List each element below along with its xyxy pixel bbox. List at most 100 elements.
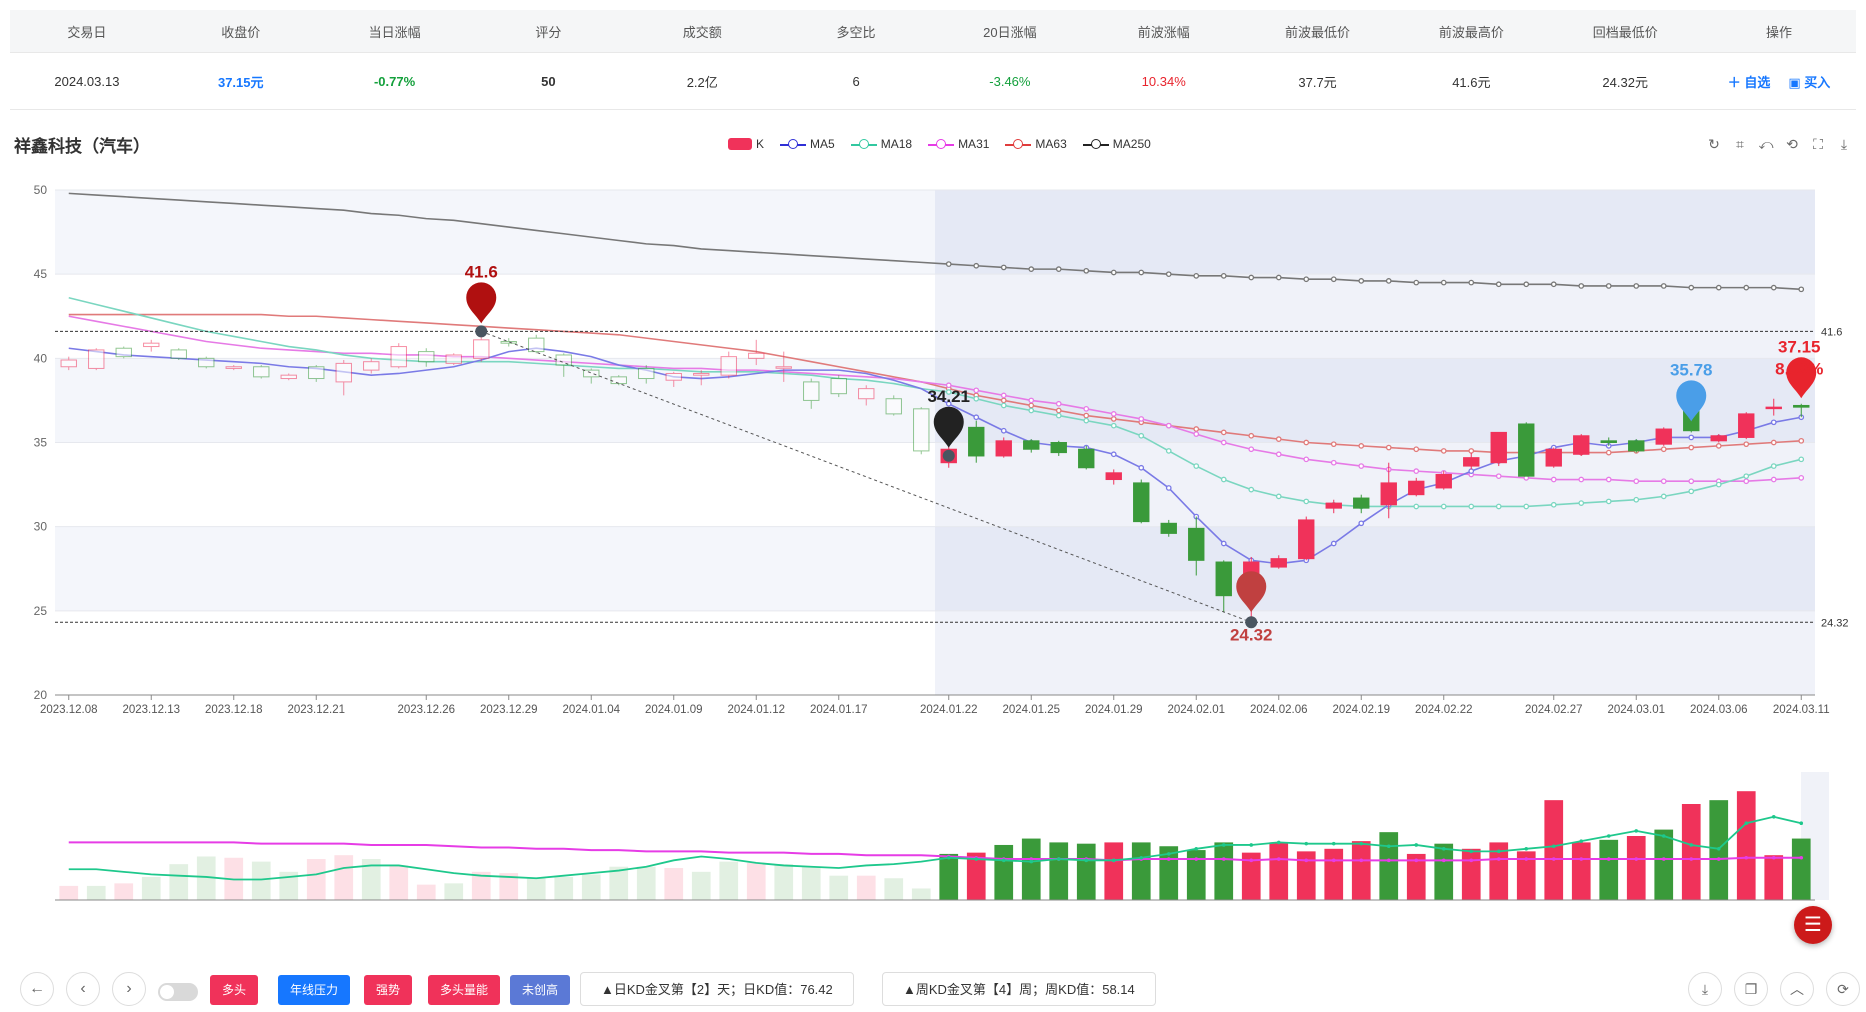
volume-bar xyxy=(801,866,821,900)
refresh-icon[interactable]: ⟲ xyxy=(1786,136,1798,152)
volume-bar xyxy=(1296,851,1316,900)
crop-icon[interactable]: ⌗ xyxy=(1736,136,1744,152)
x-tick-label: 2023.12.26 xyxy=(397,704,455,716)
th-date: 交易日 xyxy=(67,24,107,40)
ma18-point xyxy=(1028,407,1035,414)
legend-k[interactable]: K xyxy=(728,137,764,151)
ma18-line xyxy=(68,296,1802,508)
settings-icon[interactable]: ⟳ xyxy=(1826,972,1860,1006)
volume-ma2-point xyxy=(1139,855,1144,860)
x-tick-label: 2024.02.22 xyxy=(1415,704,1473,716)
marker-pin xyxy=(466,282,497,324)
chevron-up-icon[interactable]: ︿ xyxy=(1780,972,1814,1006)
td-turnover: 2.2亿 xyxy=(686,74,718,90)
volume-ma2-point xyxy=(1221,843,1226,847)
volume-bar xyxy=(856,875,876,900)
volume-bar xyxy=(1626,836,1646,900)
ma31-point xyxy=(1028,397,1035,404)
ma18-point xyxy=(1495,503,1502,510)
fullscreen-icon[interactable]: ⛶ xyxy=(1813,136,1823,152)
candle xyxy=(170,348,187,361)
volume-bar xyxy=(471,871,491,900)
tag-bullish[interactable]: 多头 xyxy=(210,975,259,1005)
volume-ma1-point xyxy=(1606,857,1611,861)
copy-icon[interactable]: ❐ xyxy=(1734,972,1768,1006)
ma18-point xyxy=(1275,493,1282,500)
ma31-point xyxy=(1633,478,1640,485)
volume-bar xyxy=(59,885,79,900)
candle-body xyxy=(720,356,737,376)
volume-bar xyxy=(884,878,904,900)
candle xyxy=(280,373,297,381)
menu-icon[interactable]: ☰ xyxy=(1794,906,1832,944)
toggle-switch[interactable] xyxy=(158,983,198,1001)
weekly-kd-info: ▲周KD金叉第【4】周；周KD值：58.14 xyxy=(882,972,1156,1006)
volume-bar xyxy=(1599,839,1619,900)
tag-bull-volume[interactable]: 多头量能 xyxy=(428,975,501,1005)
legend-ma250-label: MA250 xyxy=(1112,137,1151,151)
candle xyxy=(445,353,462,366)
candle xyxy=(693,370,710,386)
chart-toolbox: ↻ ⌗ ⤺ ⟲ ⛶ ⤓ xyxy=(1706,136,1852,152)
ma18-point xyxy=(945,389,952,395)
volume-bar xyxy=(1736,791,1756,900)
download-icon[interactable]: ⤓ xyxy=(1840,136,1848,152)
ma31-point xyxy=(1193,431,1200,437)
ma5-point xyxy=(1220,540,1227,547)
chart-legend: K MA5 MA18 MA31 MA63 MA250 xyxy=(728,137,1151,151)
download-icon[interactable]: ⤓ xyxy=(1688,972,1722,1006)
td-change: -0.77% xyxy=(373,73,416,89)
ma31-point xyxy=(1275,451,1282,458)
zoom-back-icon[interactable]: ⤺ xyxy=(1758,136,1774,152)
ma18-point xyxy=(1440,503,1447,510)
marker-dot xyxy=(475,325,488,338)
candle xyxy=(830,375,847,398)
legend-ma18[interactable]: MA18 xyxy=(850,137,912,151)
ma31-point xyxy=(1358,463,1365,469)
ma250-point xyxy=(1633,283,1640,289)
tag-no-new-high[interactable]: 未创高 xyxy=(510,975,571,1005)
volume-ma2-point xyxy=(1249,843,1254,847)
candle xyxy=(418,348,435,367)
ma250-point xyxy=(1440,279,1447,286)
ma63-point xyxy=(1385,444,1392,451)
y-tick-label: 40 xyxy=(34,351,48,365)
chevron-left-icon[interactable]: ‹ xyxy=(66,972,100,1006)
candle xyxy=(968,420,985,463)
tag-annual-pressure[interactable]: 年线压力 xyxy=(278,975,351,1005)
chevron-right-icon[interactable]: › xyxy=(112,972,146,1006)
ma63-point xyxy=(1743,441,1750,448)
arrow-left-icon[interactable]: ← xyxy=(20,972,54,1006)
marker-label: 37.15 xyxy=(1778,337,1821,356)
ma31-point xyxy=(1413,468,1420,474)
candle-body xyxy=(610,376,627,385)
candle xyxy=(1160,519,1177,537)
candle-body xyxy=(1188,527,1205,561)
legend-ma63[interactable]: MA63 xyxy=(1005,137,1067,151)
volume-ma2-point xyxy=(1414,843,1419,847)
add-watchlist-button[interactable]: ＋ 自选 xyxy=(1727,74,1771,90)
legend-ma31-swatch xyxy=(928,138,955,150)
restore-icon[interactable]: ↻ xyxy=(1708,136,1720,152)
price-hline-label: 41.6 xyxy=(1821,326,1842,338)
volume-bar xyxy=(251,861,271,900)
ma63-point xyxy=(1220,429,1227,436)
kline-chart[interactable]: 50 45 40 35 30 25 20 2023.12.08 2023.12.13 2023.1… xyxy=(0,160,1866,920)
ma18-point xyxy=(1688,488,1695,495)
buy-button[interactable]: ▣ 买入 xyxy=(1788,74,1831,90)
volume-ma2-point xyxy=(1084,858,1089,863)
candle xyxy=(1628,439,1645,453)
marker-label: 24.32 xyxy=(1230,625,1273,644)
legend-ma5[interactable]: MA5 xyxy=(780,137,835,151)
volume-bar xyxy=(1406,853,1426,900)
volume-ma1-point xyxy=(1469,858,1474,863)
volume-ma1-point xyxy=(1496,857,1501,861)
ma63-point xyxy=(1083,412,1090,419)
legend-ma250[interactable]: MA250 xyxy=(1082,137,1151,151)
price-marker: 37.15 8.59% xyxy=(1775,337,1823,399)
ma63-point xyxy=(1028,402,1035,409)
tag-strong[interactable]: 强势 xyxy=(364,975,413,1005)
candle-body xyxy=(1738,413,1755,438)
x-tick-label: 2024.01.29 xyxy=(1085,704,1143,716)
legend-ma31[interactable]: MA31 xyxy=(928,137,989,151)
